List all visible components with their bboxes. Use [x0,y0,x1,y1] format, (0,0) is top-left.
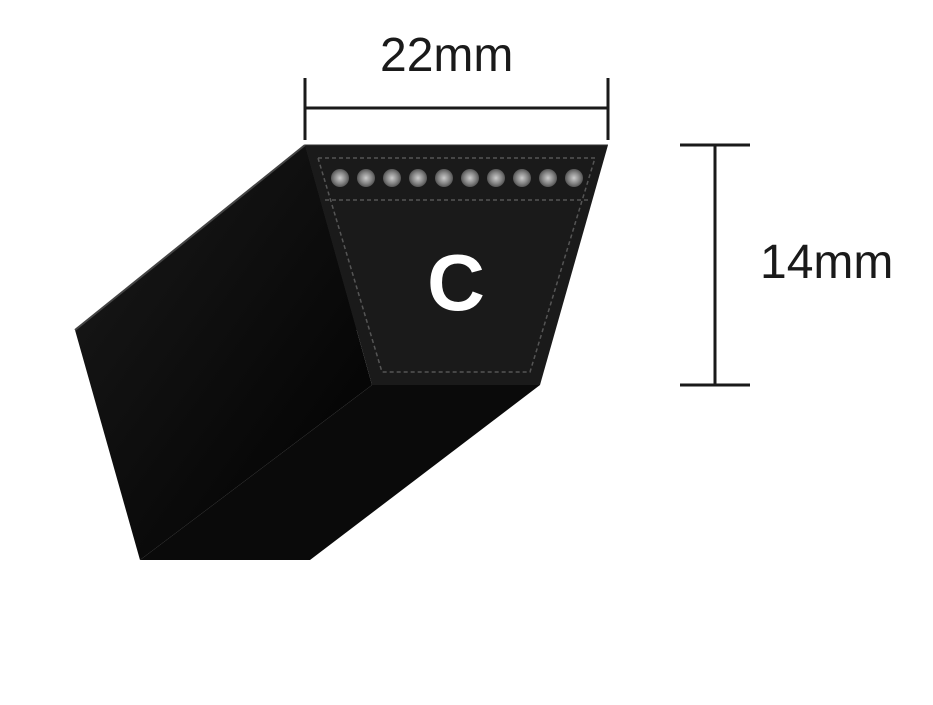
belt-diagram: C 22mm 14mm [0,0,933,700]
width-label: 22mm [380,28,513,83]
width-dimension [305,78,608,140]
belt-letter: C [427,238,485,327]
height-label: 14mm [760,235,893,290]
height-dimension [680,145,750,385]
belt-svg: C [0,0,933,700]
